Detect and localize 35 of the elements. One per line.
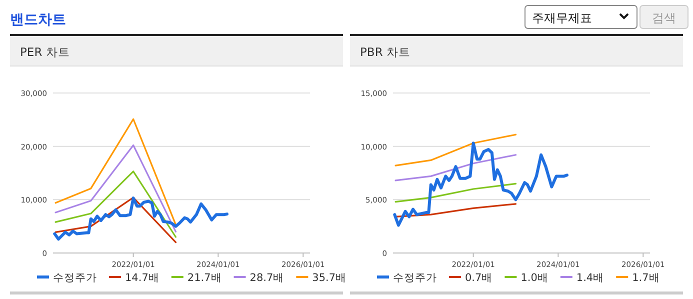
chart-title: PER 차트 [20,45,70,59]
legend-item: 1.0배 [504,272,548,284]
legend-label: 0.7배 [465,272,493,284]
legend-label: 1.7배 [632,272,660,284]
legend-label: 35.7배 [312,272,347,284]
legend-label: 1.0배 [520,272,548,284]
line-series [394,203,517,218]
legend-item: 35.7배 [296,272,347,284]
line-series [54,118,177,226]
legend-item: 1.4배 [560,272,604,284]
legend-label: 수정주가 [53,272,97,284]
legend-item: 21.7배 [171,272,222,284]
line-series [393,142,569,227]
legend-label: 수정주가 [393,272,437,284]
legend-item: 28.7배 [234,272,284,284]
select: 주재무제표 [524,5,638,29]
legend-item: 수정주가 [37,272,97,284]
line-series [394,154,517,182]
line-series [54,144,177,232]
legend-item: 1.7배 [616,272,660,284]
legend-label: 28.7배 [250,272,284,284]
legend-item: 수정주가 [377,272,437,284]
legend-label: 21.7배 [187,272,222,284]
line-series [54,170,177,238]
legend-item: 0.7배 [449,272,493,284]
line-series [394,134,517,166]
line-series [394,182,517,203]
legend-item: 14.7배 [109,272,160,284]
line-series [53,196,229,241]
button: 검색 [640,5,688,29]
line-series [54,196,177,244]
text: 밴드차트 [10,12,66,28]
legend-label: 1.4배 [576,272,604,284]
legend-label: 14.7배 [125,272,160,284]
chart-title: PBR 차트 [360,45,410,59]
